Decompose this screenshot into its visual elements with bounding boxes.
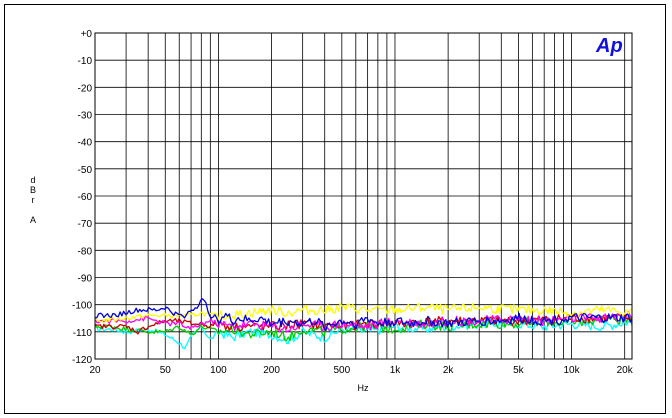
series-line: [94, 313, 633, 335]
x-tick-label: 100: [210, 365, 227, 376]
x-axis-label: Hz: [358, 383, 369, 393]
y-tick-label: -40: [78, 138, 93, 149]
y-tick-label: -60: [78, 192, 93, 203]
y-tick-labels: +0 -10 -20 -30 -40 -50 -60 -70 -80 -90 -100 -110 -12…: [72, 29, 92, 366]
y-tick-label: -80: [78, 246, 93, 257]
y-tick-label: -30: [78, 111, 93, 122]
y-tick-label: -120: [72, 355, 92, 366]
chart-frame: +0 -10 -20 -30 -40 -50 -60 -70 -80 -90 -100 -110 -12…: [4, 4, 666, 414]
x-tick-label: 200: [263, 365, 280, 376]
y-tick-label: -70: [78, 219, 93, 230]
x-tick-label: 20k: [617, 365, 634, 376]
series-layer: [94, 298, 633, 350]
series-line: [94, 302, 633, 323]
y-tick-label: -10: [78, 56, 93, 67]
y-tick-label: -110: [73, 328, 93, 339]
series-line: [94, 311, 633, 333]
x-tick-label: 2k: [443, 365, 455, 376]
y-axis-label-char: r: [32, 195, 35, 205]
y-tick-label: -50: [78, 165, 93, 176]
y-tick-label: +0: [81, 29, 93, 40]
x-tick-label: 5k: [513, 365, 525, 376]
ap-logo: Ap: [595, 35, 623, 57]
x-tick-label: 500: [333, 365, 350, 376]
x-tick-labels: 20 50 100 200 500 1k 2k 5k 10k 20k: [89, 365, 633, 376]
y-tick-label: -20: [78, 83, 93, 94]
y-axis-label-char: B: [30, 185, 36, 195]
y-tick-label: -100: [72, 301, 92, 312]
y-axis-label-char: A: [30, 215, 36, 225]
x-tick-label: 1k: [390, 365, 402, 376]
y-tick-label: -90: [78, 274, 93, 285]
x-tick-label: 50: [160, 365, 172, 376]
y-axis-label-char: d: [30, 175, 35, 185]
x-tick-label: 10k: [563, 365, 580, 376]
x-tick-label: 20: [89, 365, 101, 376]
plot-border: [94, 32, 633, 360]
frequency-response-chart: +0 -10 -20 -30 -40 -50 -60 -70 -80 -90 -100 -110 -12…: [30, 29, 634, 393]
series-line: [94, 298, 633, 332]
